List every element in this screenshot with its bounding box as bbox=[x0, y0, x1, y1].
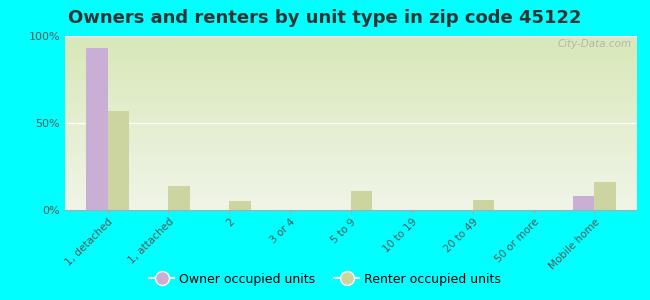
Bar bbox=[473, 200, 494, 210]
Text: City-Data.com: City-Data.com bbox=[557, 40, 631, 50]
Bar bbox=[229, 201, 251, 210]
Bar bbox=[86, 48, 108, 210]
Bar bbox=[108, 111, 129, 210]
Bar bbox=[351, 191, 372, 210]
Legend: Owner occupied units, Renter occupied units: Owner occupied units, Renter occupied un… bbox=[144, 268, 506, 291]
Bar bbox=[594, 182, 616, 210]
Bar bbox=[573, 196, 594, 210]
Text: Owners and renters by unit type in zip code 45122: Owners and renters by unit type in zip c… bbox=[68, 9, 582, 27]
Bar bbox=[168, 186, 190, 210]
